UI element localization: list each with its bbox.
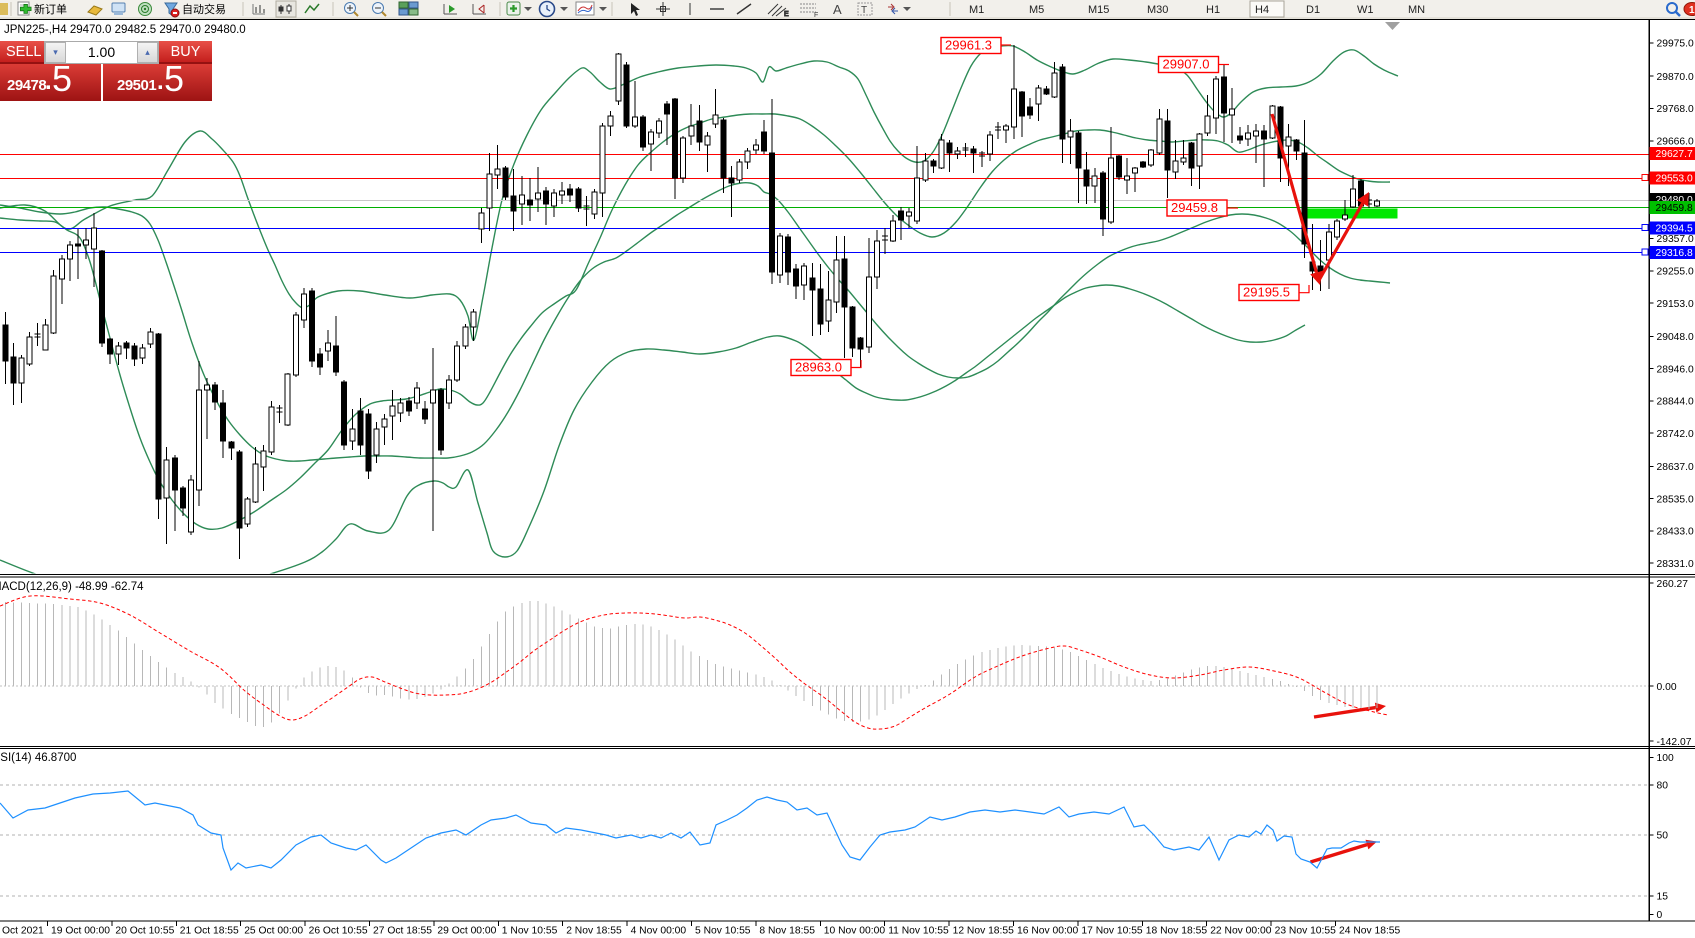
- svg-text:JPN225-,H4 29470.0 29482.5 29: JPN225-,H4 29470.0 29482.5 29470.0 29480…: [4, 24, 246, 36]
- svg-text:11 Nov 10:55: 11 Nov 10:55: [888, 926, 949, 937]
- svg-text:M5: M5: [1029, 4, 1044, 16]
- svg-text:15: 15: [1657, 892, 1669, 903]
- svg-text:25 Oct 00:00: 25 Oct 00:00: [244, 926, 303, 937]
- svg-text:RSI(14) 46.8700: RSI(14) 46.8700: [0, 752, 76, 764]
- svg-text:A: A: [833, 2, 842, 17]
- svg-text:29459.8: 29459.8: [1656, 203, 1693, 214]
- svg-text:29961.3: 29961.3: [945, 38, 992, 53]
- svg-text:29195.5: 29195.5: [1243, 285, 1290, 300]
- svg-text:28946.0: 28946.0: [1657, 364, 1694, 375]
- svg-text:29048.0: 29048.0: [1657, 332, 1694, 343]
- svg-text:50: 50: [1657, 831, 1669, 842]
- svg-text:W1: W1: [1357, 4, 1374, 16]
- svg-text:5 Nov 10:55: 5 Nov 10:55: [695, 926, 751, 937]
- svg-text:29480.0: 29480.0: [1656, 195, 1693, 206]
- svg-text:1: 1: [1689, 5, 1695, 16]
- svg-text:29666.0: 29666.0: [1657, 137, 1694, 148]
- svg-text:24 Nov 18:55: 24 Nov 18:55: [1339, 926, 1401, 937]
- svg-text:1 Nov 10:55: 1 Nov 10:55: [502, 926, 558, 937]
- svg-text:29768.0: 29768.0: [1657, 104, 1694, 115]
- svg-text:4 Nov 00:00: 4 Nov 00:00: [631, 926, 687, 937]
- svg-text:2 Nov 18:55: 2 Nov 18:55: [566, 926, 622, 937]
- svg-text:18 Nov 18:55: 18 Nov 18:55: [1146, 926, 1208, 937]
- svg-text:29316.8: 29316.8: [1656, 248, 1693, 259]
- svg-text:29 Oct 00:00: 29 Oct 00:00: [437, 926, 496, 937]
- svg-text:29907.0: 29907.0: [1163, 57, 1210, 72]
- svg-text:29870.0: 29870.0: [1657, 72, 1694, 83]
- svg-text:Oct 2021: Oct 2021: [2, 926, 44, 937]
- svg-text:T: T: [861, 5, 867, 16]
- svg-text:F: F: [814, 12, 818, 19]
- svg-text:D1: D1: [1306, 4, 1320, 16]
- svg-text:新订单: 新订单: [34, 2, 67, 16]
- svg-text:28637.0: 28637.0: [1657, 462, 1694, 473]
- svg-text:20 Oct 10:55: 20 Oct 10:55: [115, 926, 174, 937]
- svg-text:29975.0: 29975.0: [1657, 39, 1694, 50]
- svg-text:80: 80: [1657, 781, 1669, 792]
- svg-text:29255.0: 29255.0: [1657, 267, 1694, 278]
- svg-text:100: 100: [1657, 753, 1674, 764]
- svg-text:28433.0: 28433.0: [1657, 527, 1694, 538]
- svg-text:28331.0: 28331.0: [1657, 559, 1694, 570]
- svg-text:0.00: 0.00: [1657, 682, 1677, 693]
- svg-text:28963.0: 28963.0: [795, 360, 842, 375]
- svg-text:自动交易: 自动交易: [182, 2, 226, 16]
- svg-text:E: E: [784, 11, 789, 18]
- svg-text:27 Oct 18:55: 27 Oct 18:55: [373, 926, 432, 937]
- svg-text:29459.8: 29459.8: [1171, 200, 1218, 215]
- svg-text:10 Nov 00:00: 10 Nov 00:00: [824, 926, 886, 937]
- svg-text:29153.0: 29153.0: [1657, 299, 1694, 310]
- svg-text:H4: H4: [1255, 4, 1269, 16]
- svg-text:29394.5: 29394.5: [1656, 224, 1693, 235]
- svg-text:M15: M15: [1088, 4, 1109, 16]
- svg-text:29627.7: 29627.7: [1656, 149, 1693, 160]
- svg-text:21 Oct 18:55: 21 Oct 18:55: [180, 926, 239, 937]
- svg-text:19 Oct 00:00: 19 Oct 00:00: [51, 926, 110, 937]
- svg-text:260.27: 260.27: [1657, 579, 1689, 590]
- svg-text:23 Nov 10:55: 23 Nov 10:55: [1275, 926, 1337, 937]
- svg-text:H1: H1: [1206, 4, 1220, 16]
- svg-text:28844.0: 28844.0: [1657, 397, 1694, 408]
- svg-text:-142.07: -142.07: [1657, 737, 1692, 748]
- svg-text:28535.0: 28535.0: [1657, 494, 1694, 505]
- svg-text:22 Nov 00:00: 22 Nov 00:00: [1210, 926, 1272, 937]
- svg-text:0: 0: [1657, 910, 1663, 921]
- svg-text:MN: MN: [1408, 4, 1425, 16]
- svg-text:16 Nov 00:00: 16 Nov 00:00: [1017, 926, 1079, 937]
- svg-text:M1: M1: [969, 4, 984, 16]
- svg-text:28742.0: 28742.0: [1657, 429, 1694, 440]
- svg-text:26 Oct 10:55: 26 Oct 10:55: [309, 926, 368, 937]
- svg-text:29357.0: 29357.0: [1657, 234, 1694, 245]
- svg-text:12 Nov 18:55: 12 Nov 18:55: [953, 926, 1015, 937]
- svg-text:17 Nov 10:55: 17 Nov 10:55: [1081, 926, 1143, 937]
- svg-text:M30: M30: [1147, 4, 1168, 16]
- svg-text:8 Nov 18:55: 8 Nov 18:55: [759, 926, 815, 937]
- svg-text:29553.0: 29553.0: [1656, 174, 1693, 185]
- svg-text:MACD(12,26,9) -48.99 -62.74: MACD(12,26,9) -48.99 -62.74: [0, 581, 144, 593]
